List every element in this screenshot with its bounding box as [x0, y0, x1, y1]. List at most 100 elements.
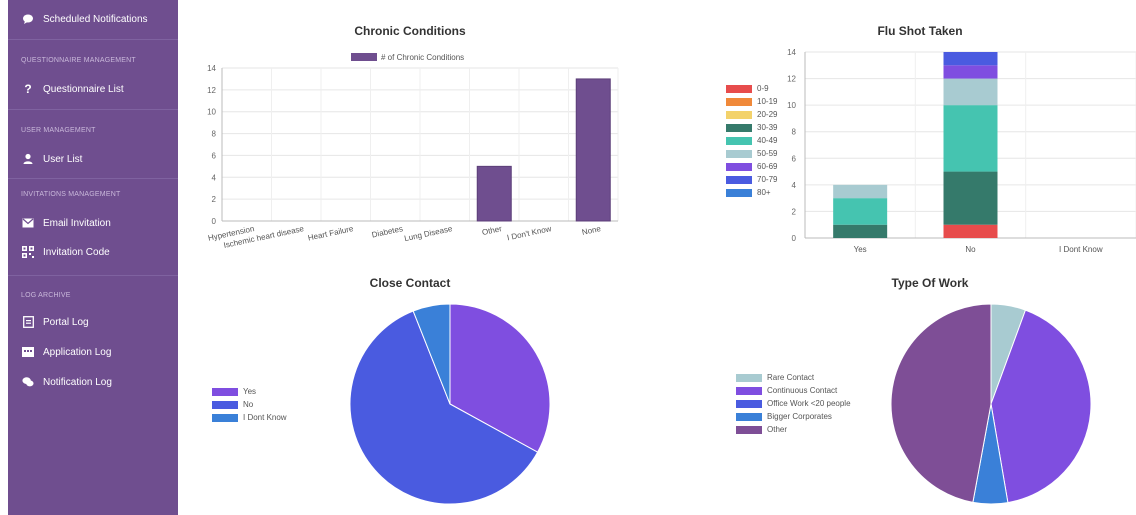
legend-label: No: [243, 400, 254, 409]
legend-item-0-9[interactable]: 0-9: [726, 82, 777, 95]
user-icon: [22, 153, 34, 165]
flu-shot-chart: 0 2 4 6 8 10 12 14 Yes No I Dont Know: [787, 48, 1136, 254]
type-of-work-chart: [890, 303, 1092, 505]
sidebar-item-label: Scheduled Notifications: [43, 13, 148, 25]
legend-label: Office Work <20 people: [767, 399, 851, 408]
sidebar-item-label: Portal Log: [43, 316, 89, 328]
divider: [8, 39, 178, 40]
chronic-conditions-chart: # of Chronic Conditions02468101214Hypert…: [207, 53, 619, 250]
legend-item-70-79[interactable]: 70-79: [726, 173, 777, 186]
sidebar-item-label: Application Log: [43, 346, 112, 358]
bar-segment-no-30-39: [943, 171, 998, 225]
x-tick-label: Diabetes: [371, 224, 404, 239]
y-tick-label: 8: [212, 130, 217, 139]
sidebar-item-portal-log[interactable]: Portal Log: [8, 308, 178, 336]
legend-swatch: [726, 175, 752, 184]
sidebar-item-invitation-code[interactable]: Invitation Code: [8, 238, 178, 266]
chat-bubbles-icon: [22, 376, 34, 388]
document-icon: [22, 316, 34, 328]
legend-swatch: [726, 162, 752, 171]
bar-other: [476, 165, 512, 222]
legend-label: # of Chronic Conditions: [381, 53, 464, 62]
bar-segment-yes-50-59: [833, 184, 888, 199]
y-tick-label: 14: [787, 48, 796, 57]
legend-item-rare-contact[interactable]: Rare Contact: [736, 371, 851, 384]
y-tick-label: 10: [787, 101, 796, 110]
legend-item-30-39[interactable]: 30-39: [726, 121, 777, 134]
sidebar-item-user-list[interactable]: User List: [8, 145, 178, 173]
legend-item-40-49[interactable]: 40-49: [726, 134, 777, 147]
sidebar-item-label: Notification Log: [43, 376, 112, 388]
legend-label: Bigger Corporates: [767, 412, 832, 421]
y-tick-label: 8: [792, 128, 797, 137]
sidebar-item-label: Invitation Code: [43, 246, 110, 258]
legend-label: 10-19: [757, 97, 778, 106]
chat-bubble-icon: [22, 13, 34, 25]
legend-label: Continuous Contact: [767, 386, 838, 395]
sidebar-item-email-invitation[interactable]: Email Invitation: [8, 209, 178, 237]
legend-swatch: [351, 53, 377, 61]
legend-item-80[interactable]: 80+: [726, 186, 777, 199]
section-title-user-management: USER MANAGEMENT: [21, 127, 96, 134]
legend-item-i-dont-know[interactable]: I Dont Know: [212, 411, 287, 424]
bar-segment-no-70-79: [943, 52, 998, 66]
legend-item-no[interactable]: No: [212, 398, 287, 411]
y-tick-label: 6: [212, 151, 217, 160]
divider: [8, 109, 178, 110]
legend-item-50-59[interactable]: 50-59: [726, 147, 777, 160]
section-title-log-archive: LOG ARCHIVE: [21, 292, 71, 299]
y-tick-label: 14: [207, 64, 216, 73]
legend-item-bigger-corporates[interactable]: Bigger Corporates: [736, 410, 851, 423]
bar-segment-no-40-49: [943, 105, 998, 172]
sidebar-item-scheduled-notifications[interactable]: Scheduled Notifications: [8, 5, 178, 33]
close-contact-legend: Yes No I Dont Know: [212, 385, 287, 424]
legend-label: 0-9: [757, 84, 769, 93]
chart-title-close-contact: Close Contact: [369, 276, 451, 290]
type-of-work-legend: Rare Contact Continuous Contact Office Wor…: [736, 371, 851, 436]
legend-label: 60-69: [757, 162, 778, 171]
legend-swatch: [726, 136, 752, 145]
legend-item-60-69[interactable]: 60-69: [726, 160, 777, 173]
flu-shot-legend: 0-9 10-19 20-29 30-39 40-49 50-59 60-69 70-79 80…: [726, 82, 777, 199]
bar-none: [575, 78, 611, 222]
divider: [8, 275, 178, 276]
bar-segment-no-0-9: [943, 224, 998, 238]
chart-title-chronic-conditions: Chronic Conditions: [354, 24, 466, 38]
question-mark-icon: ?: [24, 82, 32, 96]
legend-swatch: [726, 110, 752, 119]
x-tick-label: None: [581, 224, 602, 237]
legend-item-10-19[interactable]: 10-19: [726, 95, 777, 108]
sidebar-item-label: User List: [43, 153, 83, 165]
y-tick-label: 0: [792, 234, 797, 243]
y-tick-label: 4: [212, 173, 217, 182]
x-tick-label: No: [965, 245, 976, 254]
bar-segment-yes-30-39: [833, 224, 888, 238]
sidebar-item-application-log[interactable]: Application Log: [8, 338, 178, 366]
x-tick-label: Yes: [854, 245, 867, 254]
legend-item-other[interactable]: Other: [736, 423, 851, 436]
legend-item-office-work-20-people[interactable]: Office Work <20 people: [736, 397, 851, 410]
x-tick-label: Lung Disease: [403, 224, 453, 243]
legend-swatch: [212, 387, 238, 396]
y-tick-label: 10: [207, 108, 216, 117]
legend-label: 50-59: [757, 149, 778, 158]
legend-swatch: [726, 84, 752, 93]
pie-slice-continuous-contact: [990, 309, 1092, 504]
legend-item-20-29[interactable]: 20-29: [726, 108, 777, 121]
legend-swatch: [726, 188, 752, 197]
legend-item-yes[interactable]: Yes: [212, 385, 287, 398]
legend-swatch: [736, 425, 762, 434]
sidebar-item-questionnaire-list[interactable]: ? Questionnaire List: [8, 75, 178, 103]
x-tick-label: I Dont Know: [1059, 245, 1103, 254]
legend-swatch: [736, 386, 762, 395]
pie-slice-other: [890, 303, 992, 503]
legend-label: Other: [767, 425, 788, 434]
y-tick-label: 0: [212, 217, 217, 226]
legend-label: 40-49: [757, 136, 778, 145]
sidebar-item-label: Email Invitation: [43, 217, 111, 229]
sidebar-item-notification-log[interactable]: Notification Log: [8, 368, 178, 396]
legend-item-continuous-contact[interactable]: Continuous Contact: [736, 384, 851, 397]
divider: [8, 178, 178, 179]
qr-code-icon: [22, 246, 34, 258]
x-tick-label: Heart Failure: [307, 224, 355, 243]
